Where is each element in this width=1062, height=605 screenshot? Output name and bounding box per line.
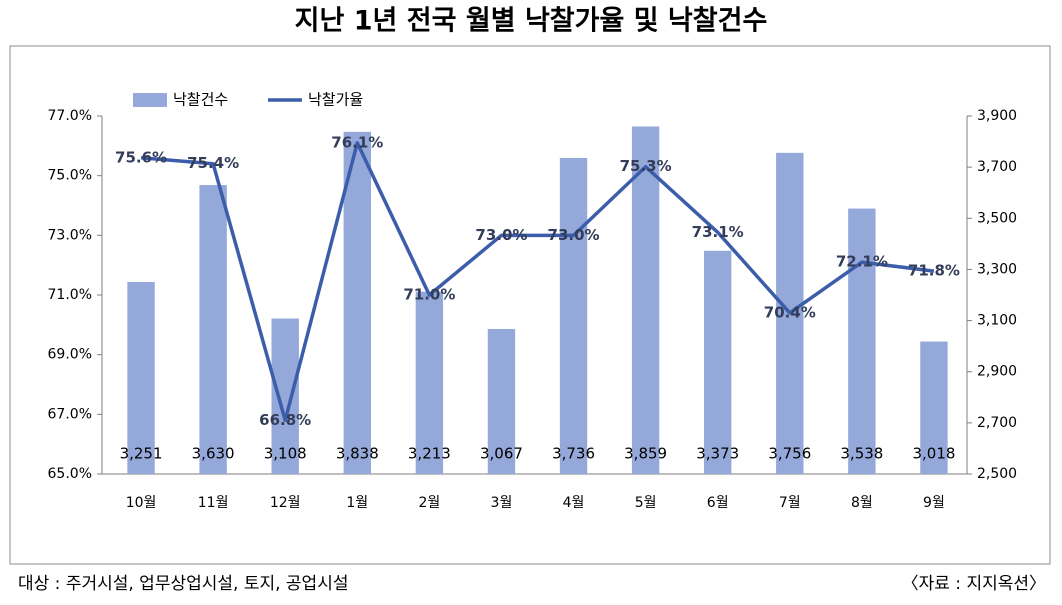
line-value-label: 71.8% <box>908 262 960 280</box>
y-tick-label: 75.0% <box>48 168 92 184</box>
line-value-label: 73.0% <box>475 226 527 244</box>
y2-tick-label: 3,500 <box>977 210 1017 226</box>
y-tick-label: 69.0% <box>48 347 92 363</box>
x-tick-label: 12월 <box>270 495 301 511</box>
bar-value-label: 3,859 <box>624 445 667 463</box>
bar-value-label: 3,067 <box>480 445 523 463</box>
y2-tick-label: 3,900 <box>977 108 1017 124</box>
source: 〈자료 : 지지옥션〉 <box>902 574 1046 594</box>
bar-value-label: 3,108 <box>264 445 307 463</box>
bar <box>199 185 227 475</box>
bar <box>271 318 299 474</box>
legend-swatch <box>133 93 167 107</box>
y-tick-label: 73.0% <box>48 227 92 243</box>
x-tick-label: 3월 <box>491 495 513 511</box>
x-tick-label: 1월 <box>346 495 368 511</box>
bar <box>920 341 948 474</box>
bar <box>415 291 444 474</box>
x-tick-label: 11월 <box>198 495 229 511</box>
line-value-label: 76.1% <box>331 133 383 151</box>
bar <box>127 281 155 474</box>
bar-value-label: 3,018 <box>912 445 955 463</box>
x-tick-label: 7월 <box>779 495 801 511</box>
x-tick-label: 9월 <box>923 495 945 511</box>
line-value-label: 73.1% <box>692 223 744 241</box>
x-tick-label: 5월 <box>635 495 657 511</box>
line-value-label: 72.1% <box>836 253 888 271</box>
y2-tick-label: 2,700 <box>977 415 1017 431</box>
x-tick-label: 4월 <box>563 495 585 511</box>
y2-tick-label: 3,700 <box>977 159 1017 175</box>
y2-tick-label: 3,100 <box>977 313 1017 329</box>
bar <box>848 208 876 474</box>
line <box>140 141 935 423</box>
legend-label: 낙찰건수 <box>173 91 228 109</box>
line-value-label: 75.3% <box>620 157 672 175</box>
bar-value-label: 3,630 <box>192 445 235 463</box>
bar <box>631 126 660 474</box>
bar-value-label: 3,736 <box>552 445 595 463</box>
line-value-label: 66.8% <box>259 411 311 429</box>
chart-frame <box>9 45 1051 565</box>
y2-tick-label: 2,900 <box>977 364 1017 380</box>
bar-value-label: 3,838 <box>336 445 379 463</box>
y-tick-label: 65.0% <box>48 466 92 482</box>
y2-tick-label: 2,500 <box>977 466 1017 482</box>
bar-value-label: 3,373 <box>696 445 739 463</box>
line-value-label: 71.0% <box>403 286 455 304</box>
bar <box>559 157 588 475</box>
y2-tick-label: 3,300 <box>977 261 1017 277</box>
bar-value-label: 3,756 <box>768 445 811 463</box>
y-tick-label: 67.0% <box>48 406 92 422</box>
x-tick-label: 6월 <box>707 495 729 511</box>
line-value-label: 75.4% <box>187 154 239 172</box>
bar <box>487 329 516 474</box>
y-tick-label: 77.0% <box>48 108 92 124</box>
y-tick-label: 71.0% <box>48 287 92 303</box>
x-tick-label: 10월 <box>126 495 157 511</box>
bar-value-label: 3,213 <box>408 445 451 463</box>
bar-value-label: 3,538 <box>840 445 883 463</box>
x-tick-label: 8월 <box>851 495 873 511</box>
legend-label: 낙찰가율 <box>308 91 363 109</box>
line-value-label: 70.4% <box>764 303 816 321</box>
line-value-label: 73.0% <box>548 226 600 244</box>
x-tick-label: 2월 <box>418 495 440 511</box>
line-value-label: 75.6% <box>115 148 167 166</box>
bar-value-label: 3,251 <box>120 445 163 463</box>
note: 대상 : 주거시설, 업무상업시설, 토지, 공업시설 <box>18 574 348 594</box>
bar <box>343 131 371 474</box>
chart-title: 지난 1년 전국 월별 낙찰가율 및 낙찰건수 <box>295 6 768 37</box>
bar <box>704 250 732 474</box>
